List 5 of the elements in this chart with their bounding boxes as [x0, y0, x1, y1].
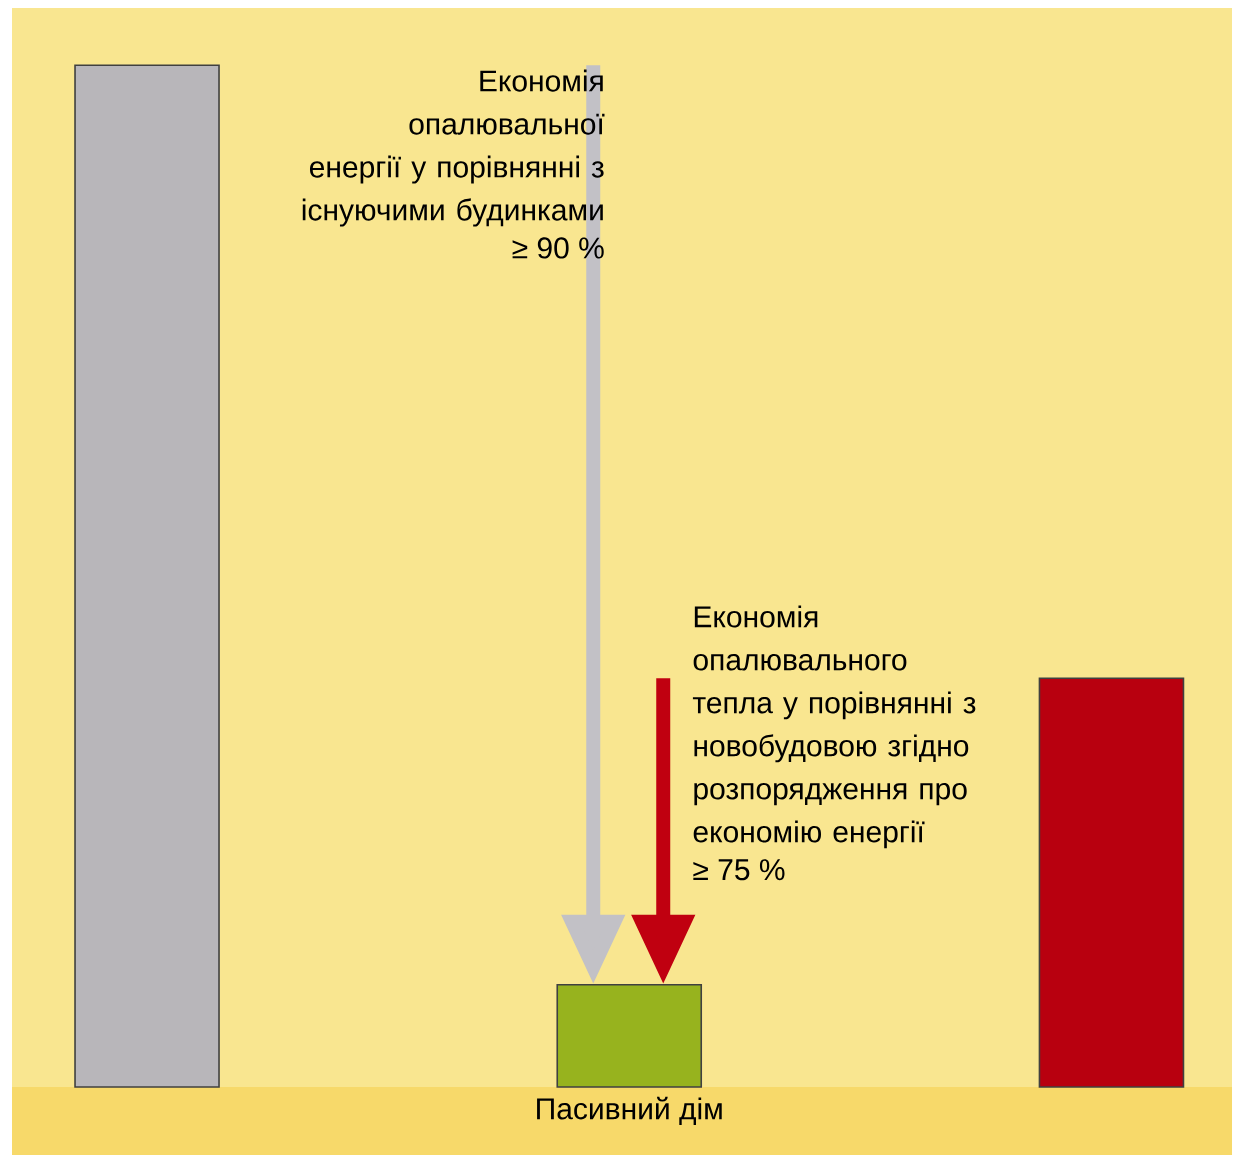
x-tick-label: Пасивний дім: [537, 1096, 722, 1126]
annotation: Економія опалювальної енергії у порівнянні з існуючими будинками: [302, 69, 605, 227]
annotation: ≥ 90 %: [512, 237, 604, 259]
annotation: ≥ 75 %: [693, 859, 785, 881]
annotation: Економія опалювального тепла у порівнянні з новобудовою згідно розпорядження про економію енергії: [692, 605, 976, 849]
